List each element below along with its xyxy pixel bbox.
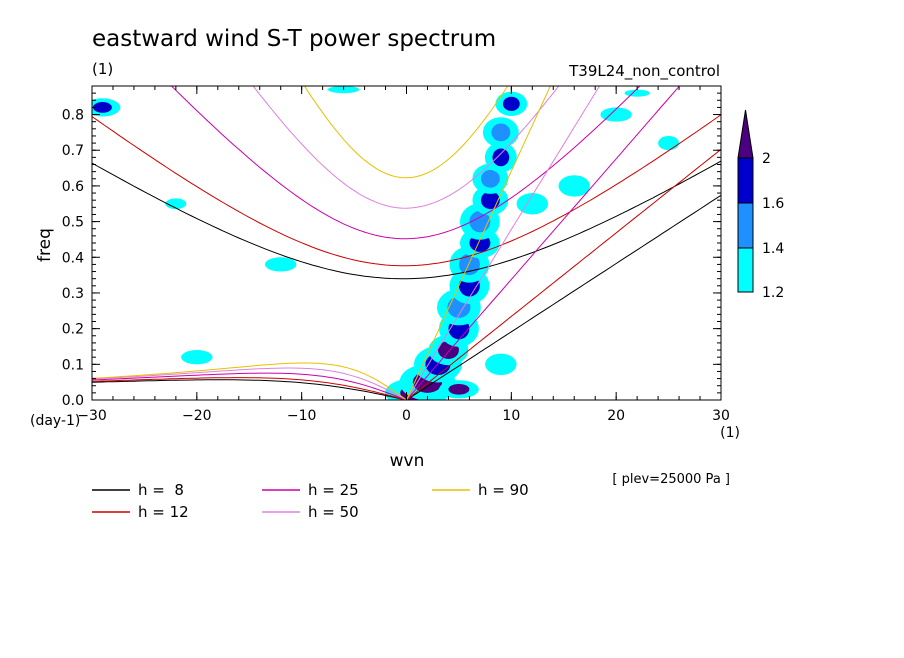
y-axis-ticks: 0.0 0.1 0.2 0.3 0.4 0.5 0.6 0.7 0.8 — [62, 85, 721, 409]
units-label: (1) — [92, 60, 113, 78]
x-unit-label: (1) — [720, 425, 740, 441]
y-tick-label: 0.3 — [62, 286, 84, 302]
colorbar-box — [737, 202, 754, 249]
legend-label: h = 90 — [478, 481, 529, 499]
y-tick-label: 0.7 — [62, 143, 84, 159]
power-blob — [558, 175, 590, 197]
y-tick-label: 0.4 — [62, 250, 84, 266]
legend-label: h = 8 — [138, 481, 184, 499]
y-axis-label: freq — [35, 228, 55, 262]
inertia-gravity-curve — [170, 86, 641, 240]
colorbar: 1.2 1.4 1.6 2 — [737, 109, 784, 301]
x-tick-label: 0 — [402, 408, 411, 424]
inertia-gravity-curve — [252, 86, 560, 209]
kelvin-wave-curve — [406, 148, 721, 400]
y-unit-label: (day-1) — [30, 413, 80, 429]
x-tick-label: −20 — [182, 408, 212, 424]
x-tick-label: 10 — [502, 408, 520, 424]
power-blob — [492, 148, 510, 167]
power-blob — [480, 169, 500, 188]
y-tick-label: 0.0 — [62, 393, 84, 409]
x-tick-label: 20 — [607, 408, 625, 424]
power-blob — [502, 96, 520, 111]
y-tick-label: 0.8 — [62, 108, 84, 124]
power-blob — [264, 257, 297, 272]
power-blob — [658, 135, 680, 151]
x-tick-label: −30 — [77, 408, 107, 424]
chart-title: eastward wind S-T power spectrum — [92, 26, 496, 52]
run-label: T39L24_non_control — [568, 62, 720, 81]
inertia-gravity-curve — [303, 86, 509, 179]
power-blob — [624, 89, 650, 97]
power-blob — [516, 193, 549, 215]
y-tick-label: 0.5 — [62, 215, 84, 231]
inertia-gravity-curve — [92, 160, 721, 280]
power-blob — [485, 353, 517, 376]
plot-background — [92, 86, 721, 400]
colorbar-triangle — [737, 109, 754, 159]
rossby-wave-curve — [92, 362, 407, 400]
rossby-wave-curve — [92, 379, 407, 400]
rossby-wave-curve — [92, 372, 407, 400]
legend-label: h = 12 — [138, 503, 189, 521]
power-blob — [469, 210, 491, 233]
level-label: [ plev=25000 Pa ] — [612, 472, 730, 487]
kelvin-wave-curve — [406, 194, 721, 400]
kelvin-wave-curve — [406, 86, 601, 400]
x-tick-label: 30 — [712, 408, 730, 424]
power-blob — [480, 191, 500, 210]
colorbar-box — [737, 157, 754, 204]
legend-label: h = 50 — [308, 503, 359, 521]
dispersion-curves — [92, 86, 721, 400]
power-blob — [491, 123, 511, 142]
colorbar-label: 1.6 — [762, 196, 784, 212]
colorbar-label: 2 — [762, 151, 771, 167]
colorbar-box — [737, 247, 754, 293]
rossby-wave-curve — [92, 377, 407, 400]
colorbar-label: 1.2 — [762, 285, 784, 301]
y-tick-label: 0.2 — [62, 322, 84, 338]
rossby-wave-curve — [92, 367, 407, 400]
x-axis-label: wvn — [390, 451, 425, 471]
kelvin-wave-curve — [406, 86, 551, 400]
y-tick-label: 0.1 — [62, 357, 84, 373]
legend: h = 8 h = 12 h = 25 h = 50 h = 90 — [92, 481, 529, 521]
power-blob — [93, 102, 112, 113]
power-blob — [448, 383, 470, 395]
colorbar-label: 1.4 — [762, 241, 784, 257]
kelvin-wave-curve — [406, 86, 681, 400]
spectral-power-shading — [92, 86, 680, 400]
x-axis-ticks: −30 −20 −10 0 10 20 30 — [77, 86, 730, 424]
inertia-gravity-curve — [92, 114, 721, 267]
power-blob — [165, 198, 187, 210]
legend-label: h = 25 — [308, 481, 359, 499]
y-tick-label: 0.6 — [62, 179, 84, 195]
power-blob — [600, 107, 632, 122]
x-tick-label: −10 — [287, 408, 317, 424]
power-blob — [181, 350, 213, 365]
